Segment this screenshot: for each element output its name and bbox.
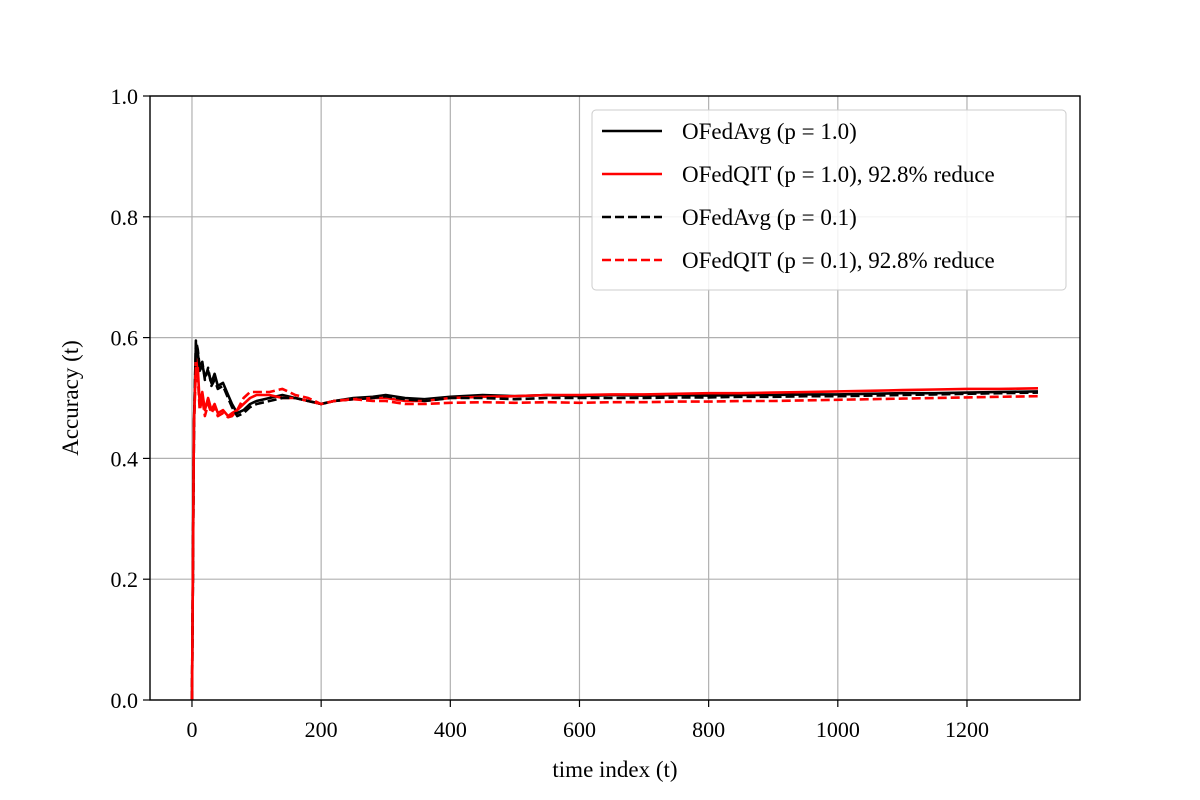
y-tick-label: 0.0 xyxy=(111,688,139,713)
legend: OFedAvg (p = 1.0) OFedQIT (p = 1.0), 92.8… xyxy=(591,109,1067,291)
y-tick-label: 0.4 xyxy=(111,446,139,471)
x-tick-label: 1200 xyxy=(945,717,989,742)
x-axis-label: time index (t) xyxy=(552,757,677,782)
series-line-4 xyxy=(190,366,1039,701)
y-tick-label: 0.6 xyxy=(111,326,139,351)
series-line-3 xyxy=(190,339,1039,701)
x-tick-label: 800 xyxy=(692,717,725,742)
x-tick-label: 200 xyxy=(305,717,338,742)
legend-label-4: OFedQIT (p = 0.1), 92.8% reduce xyxy=(682,248,995,273)
y-tick-label: 0.8 xyxy=(111,205,139,230)
legend-label-1: OFedAvg (p = 1.0) xyxy=(682,119,857,144)
y-axis-label: Accuracy (t) xyxy=(58,340,83,456)
data-series xyxy=(190,339,1039,701)
x-tick-label: 1000 xyxy=(816,717,860,742)
y-tick-label: 0.2 xyxy=(111,567,139,592)
x-tick-label: 600 xyxy=(563,717,596,742)
x-tick-label: 400 xyxy=(434,717,467,742)
y-tick-label: 1.0 xyxy=(111,84,139,109)
legend-box xyxy=(591,109,1067,291)
plot-frame xyxy=(149,95,1081,701)
legend-label-2: OFedQIT (p = 1.0), 92.8% reduce xyxy=(682,162,995,187)
x-tick-label: 0 xyxy=(186,717,197,742)
legend-label-3: OFedAvg (p = 0.1) xyxy=(682,205,857,230)
axis-ticks: 0 200 400 600 800 1000 1200 0.0 0.2 0.4 0.6 0.8 1.0 xyxy=(111,84,989,742)
